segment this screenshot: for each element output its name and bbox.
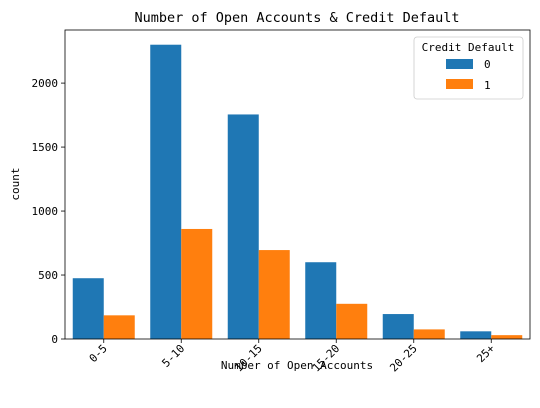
x-axis-label: Number of Open Accounts (221, 359, 373, 372)
y-axis-ticks: 0 500 1000 1500 2000 (32, 77, 65, 346)
bar-series-0-0-5 (72, 278, 104, 339)
bar-series-1-15-20 (336, 303, 368, 339)
bar-series-0-15-20 (305, 262, 337, 339)
y-axis-label: count (9, 167, 22, 200)
x-tick-label: 0-5 (87, 342, 110, 365)
bar-series-0-10-15 (227, 114, 259, 339)
bar-series-1-5-10 (181, 228, 213, 339)
bars-group (72, 44, 523, 340)
bar-series-0-25+ (460, 331, 492, 339)
bar-series-1-20-25 (413, 329, 445, 339)
x-tick-label: 20-25 (387, 342, 420, 375)
y-tick-label: 2000 (32, 77, 59, 90)
bar-series-0-5-10 (150, 44, 182, 340)
bar-series-0-20-25 (382, 314, 414, 339)
x-tick-label: 5-10 (159, 342, 187, 370)
legend-title: Credit Default (422, 41, 515, 54)
y-tick-label: 0 (51, 333, 58, 346)
legend-swatch-0 (446, 59, 473, 69)
y-tick-label: 1500 (32, 141, 59, 154)
legend: Credit Default 0 1 (413, 36, 524, 100)
legend-label-1: 1 (484, 79, 491, 92)
y-tick-label: 500 (38, 269, 58, 282)
chart-title: Number of Open Accounts & Credit Default (134, 10, 459, 26)
plot-frame (64, 29, 531, 340)
y-tick-label: 1000 (32, 205, 59, 218)
bar-series-1-10-15 (258, 250, 290, 339)
legend-label-0: 0 (484, 58, 491, 71)
legend-swatch-1 (446, 79, 473, 89)
bar-series-1-25+ (491, 335, 523, 339)
x-tick-label: 25+ (474, 342, 498, 366)
bar-series-1-0-5 (103, 315, 135, 339)
